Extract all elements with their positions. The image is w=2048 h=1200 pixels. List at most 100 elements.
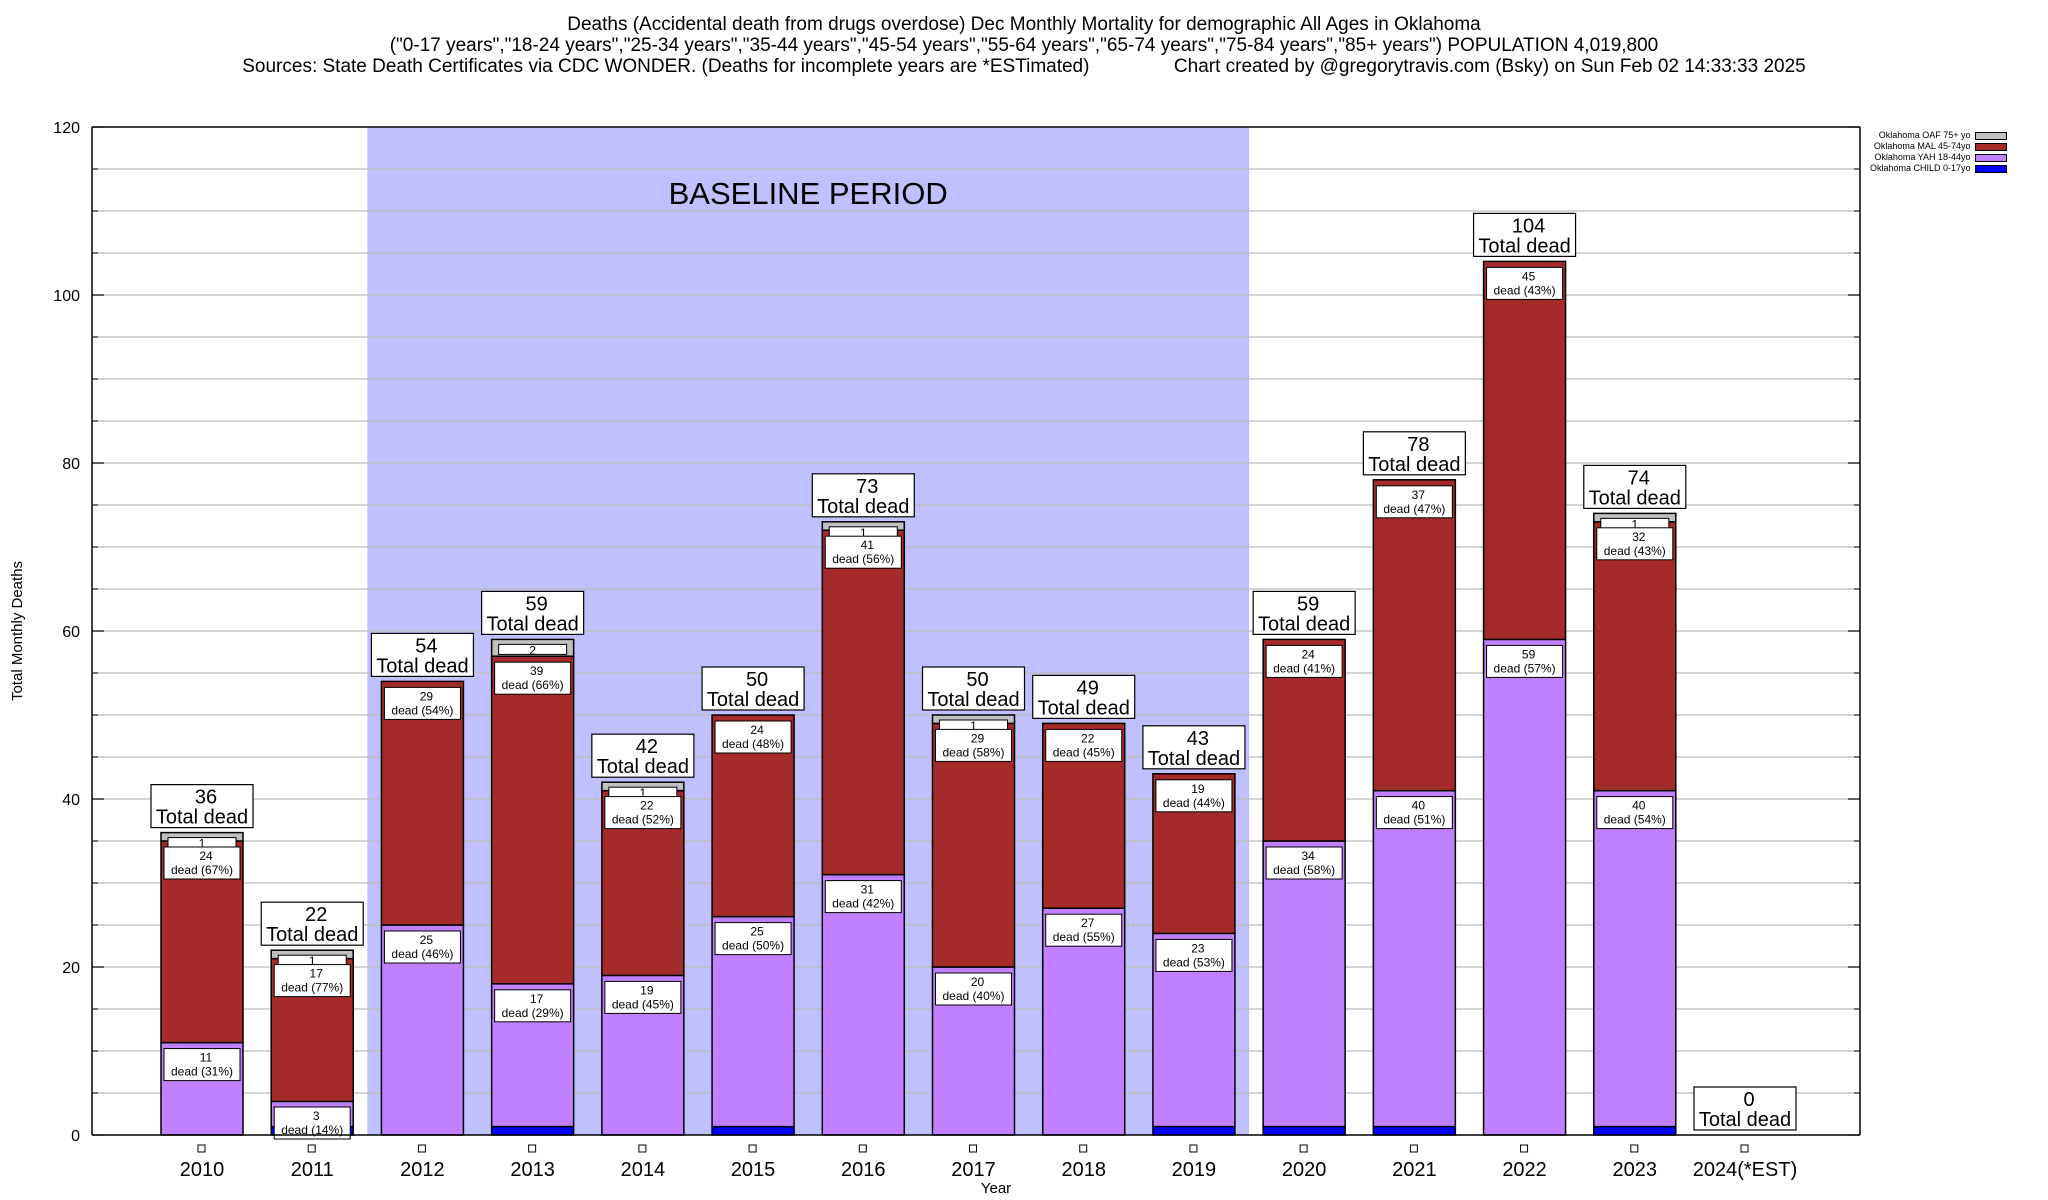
yah-label-percent: dead (54%) — [1604, 813, 1666, 827]
yah-label-box — [714, 922, 792, 956]
legend: Oklahoma OAF 75+ yo Oklahoma MAL 45-74yo… — [1870, 130, 2007, 174]
bar-segment-oklahoma-child-0-17yo — [1593, 1125, 1677, 1136]
bar-segment-oklahoma-child-0-17yo — [490, 1125, 575, 1136]
x-marker — [1630, 1144, 1639, 1153]
y-tick-label: 20 — [62, 960, 80, 977]
yah-label-percent: dead (57%) — [1494, 661, 1556, 675]
mal-label-percent: dead (52%) — [612, 813, 674, 827]
total-label-text: Total dead — [817, 496, 909, 518]
legend-swatch — [1974, 131, 2007, 140]
y-axis-label: Total Monthly Deaths — [9, 561, 26, 701]
total-label-box — [1032, 674, 1136, 720]
yah-label-percent: dead (51%) — [1383, 813, 1445, 827]
x-tick-label: 2019 — [1172, 1159, 1217, 1181]
oaf-label: 1 — [1631, 517, 1638, 531]
x-tick-label: 2023 — [1613, 1159, 1658, 1181]
mal-label-box — [1596, 527, 1674, 561]
yah-label-count: 31 — [861, 883, 875, 897]
oaf-label: 1 — [640, 786, 647, 800]
x-tick-label: 2015 — [731, 1159, 776, 1181]
x-marker — [1409, 1144, 1418, 1153]
x-marker — [858, 1144, 867, 1153]
x-marker — [748, 1144, 757, 1153]
mal-label-percent: dead (77%) — [281, 981, 343, 995]
mal-label-box — [1375, 485, 1453, 519]
total-label-box — [1472, 212, 1577, 257]
yah-label-percent: dead (40%) — [942, 989, 1004, 1003]
mal-label-percent: dead (41%) — [1273, 661, 1335, 675]
total-label-box — [1252, 590, 1356, 636]
yah-label-count: 23 — [1191, 941, 1205, 955]
x-tick-label: 2016 — [841, 1159, 886, 1181]
bar-segment-oklahoma-child-0-17yo — [1152, 1125, 1236, 1136]
x-marker — [638, 1144, 647, 1153]
yah-label-box — [935, 972, 1012, 1006]
x-marker — [528, 1144, 537, 1153]
total-label-text: Total dead — [486, 613, 578, 635]
mal-label-box — [604, 796, 682, 830]
total-label-box — [481, 590, 585, 636]
total-label-text: Total dead — [156, 807, 248, 829]
x-marker — [1189, 1144, 1198, 1153]
yah-label-percent: dead (31%) — [171, 1065, 233, 1079]
mal-label-count: 17 — [310, 967, 324, 981]
chart-title: Deaths (Accidental death from drugs over… — [0, 14, 2048, 77]
x-tick-label: 2011 — [291, 1159, 334, 1181]
yah-label-percent: dead (50%) — [722, 939, 784, 953]
mal-label-count: 19 — [1191, 782, 1205, 796]
mal-label-count: 39 — [530, 664, 544, 678]
x-tick-label: 2021 — [1392, 1159, 1437, 1181]
yah-label-count: 11 — [200, 1051, 213, 1065]
total-label-text: Total dead — [1478, 235, 1570, 257]
total-label-count: 22 — [305, 904, 327, 926]
yah-label-percent: dead (53%) — [1163, 955, 1225, 969]
legend-swatch — [1974, 153, 2007, 162]
yah-label-count: 25 — [420, 933, 434, 947]
title-line-3: Sources: State Death Certificates via CD… — [242, 56, 1806, 77]
x-marker — [307, 1144, 316, 1153]
yah-label-box — [1045, 913, 1123, 947]
y-tick-label: 0 — [71, 1128, 80, 1145]
mal-label-percent: dead (43%) — [1494, 283, 1556, 297]
mal-label-box — [714, 720, 792, 754]
mal-label-box — [935, 728, 1012, 762]
yah-label-percent: dead (29%) — [502, 1006, 564, 1020]
bar-segment-oklahoma-yah-18-44yo — [1372, 789, 1457, 1128]
y-tick-label: 100 — [53, 288, 80, 305]
total-label-count: 59 — [526, 593, 548, 615]
total-label-count: 50 — [966, 669, 988, 691]
x-tick-label: 2022 — [1502, 1159, 1547, 1181]
yah-label-box — [383, 930, 461, 964]
x-marker — [417, 1144, 426, 1153]
total-label-count: 59 — [1297, 593, 1319, 615]
title-line-1: Deaths (Accidental death from drugs over… — [567, 14, 1481, 35]
mal-label-percent: dead (47%) — [1383, 502, 1445, 516]
total-label-box — [591, 733, 695, 778]
yah-label-box — [163, 1048, 241, 1082]
baseline-period-label: BASELINE PERIOD — [669, 176, 948, 211]
x-marker — [197, 1144, 206, 1153]
bar-segment-oklahoma-yah-18-44yo — [1593, 789, 1677, 1128]
yah-label-box — [1155, 938, 1233, 972]
total-label-text: Total dead — [1148, 748, 1240, 770]
oaf-label: 1 — [860, 526, 867, 540]
mal-label-box — [163, 846, 241, 880]
mal-label-box — [1265, 644, 1343, 678]
legend-item-mal: Oklahoma MAL 45-74yo — [1870, 141, 2007, 152]
mal-label-percent: dead (43%) — [1604, 544, 1666, 558]
legend-label: Oklahoma MAL 45-74yo — [1873, 141, 1971, 151]
mal-label-box — [1045, 728, 1123, 762]
x-tick-label: 2014 — [621, 1159, 666, 1181]
total-label-count: 0 — [1743, 1089, 1754, 1111]
legend-label: Oklahoma YAH 18-44yo — [1874, 152, 1971, 162]
mal-label-box — [383, 686, 461, 720]
yah-label-count: 59 — [1522, 647, 1536, 661]
bar-segment-oklahoma-mal-45-74yo — [931, 722, 1016, 968]
yah-label-box — [604, 980, 682, 1014]
total-label-box — [260, 901, 364, 946]
mal-label-count: 29 — [420, 689, 434, 703]
total-label-count: 36 — [195, 787, 217, 809]
x-marker — [1740, 1144, 1749, 1153]
bar-segment-oklahoma-yah-18-44yo — [1482, 638, 1567, 1136]
legend-swatch — [1974, 142, 2007, 151]
